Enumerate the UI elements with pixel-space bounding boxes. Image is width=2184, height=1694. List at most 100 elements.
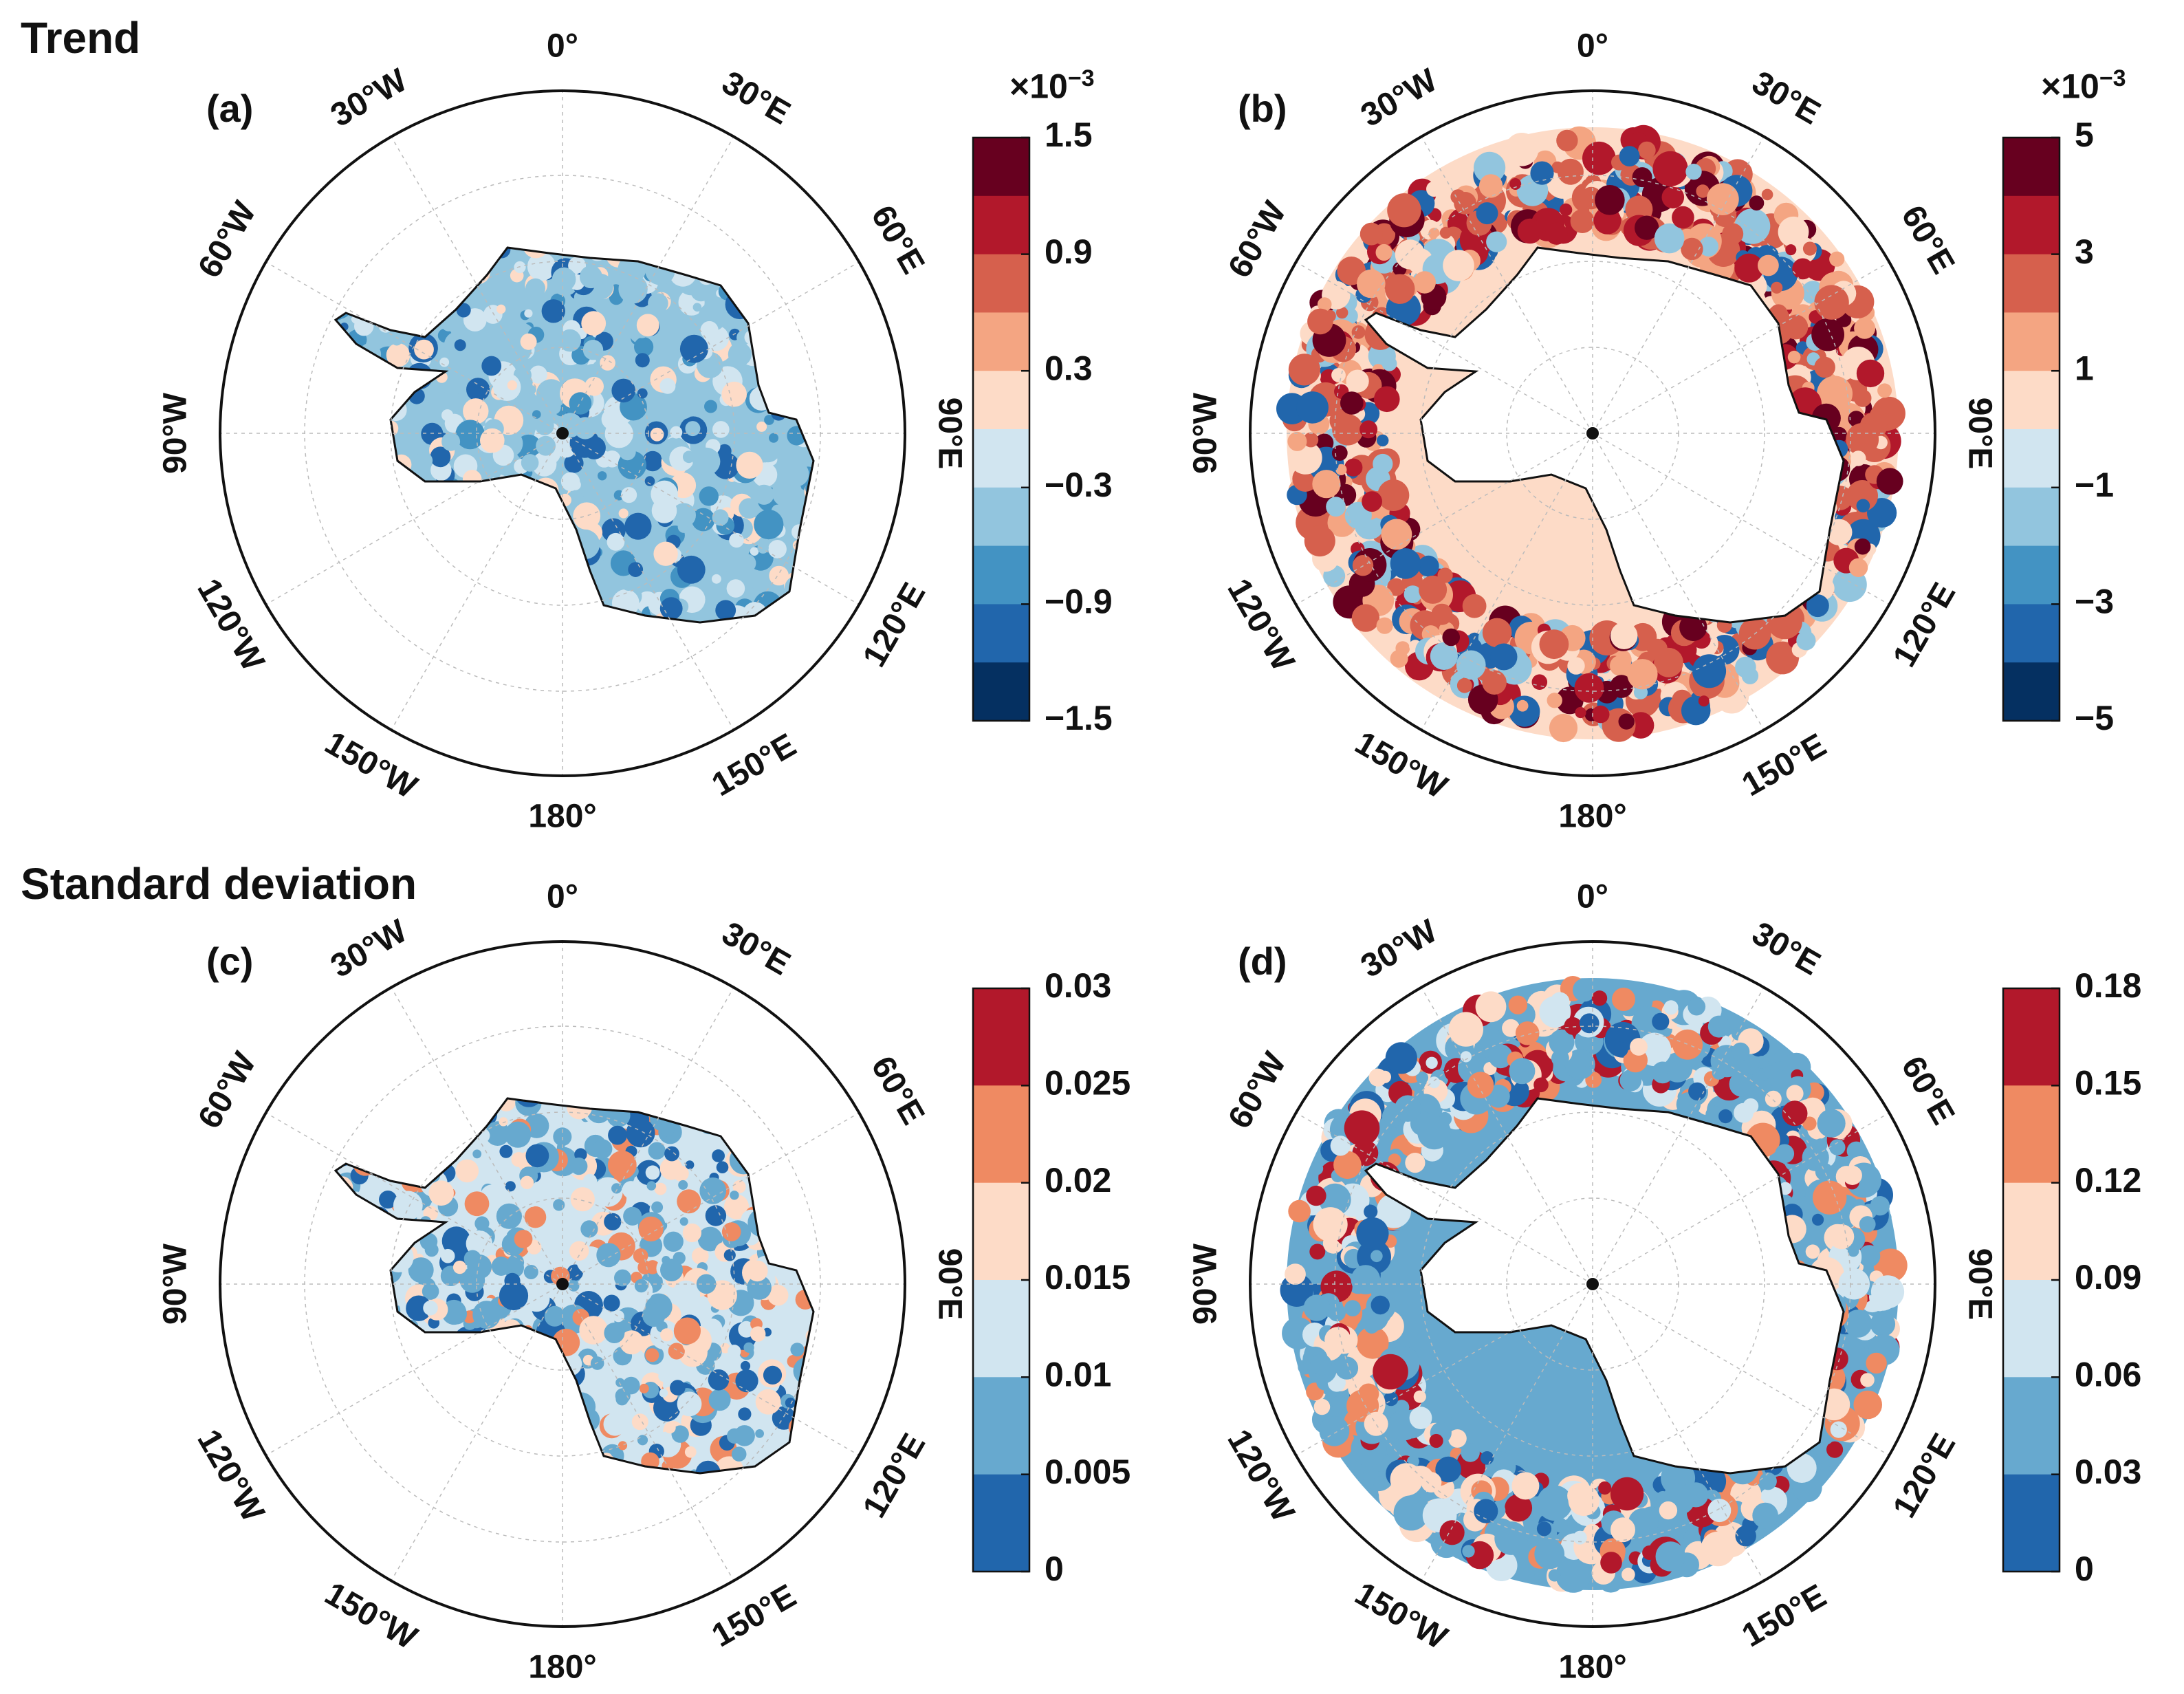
ice-sheet-cell: [744, 426, 762, 444]
ice-sheet-cell: [558, 329, 582, 352]
ice-sheet-cell: [336, 548, 353, 574]
ice-sheet-cell: [608, 1125, 627, 1145]
sea-ice-cell: [1814, 285, 1849, 320]
sea-ice-cell: [1581, 1054, 1594, 1067]
sea-ice-cell: [1533, 1077, 1549, 1093]
ice-sheet-cell: [788, 277, 813, 302]
ice-sheet-cell: [604, 1213, 622, 1230]
ice-sheet-cell: [403, 1098, 413, 1100]
ice-sheet-cell: [762, 1232, 779, 1250]
ice-sheet-cell: [645, 1348, 659, 1362]
ice-sheet-cell: [555, 530, 577, 552]
ice-sheet-cell: [491, 1414, 501, 1424]
ice-sheet-cell: [589, 604, 609, 622]
sea-ice-cell: [1430, 642, 1458, 671]
ice-sheet-cell: [336, 566, 340, 580]
ice-sheet-cell: [391, 1408, 415, 1432]
ice-sheet-cell: [494, 572, 510, 587]
ice-sheet-cell: [754, 510, 784, 540]
ice-sheet-cell: [723, 1194, 750, 1219]
colorbar-segment: [2003, 1085, 2060, 1184]
ice-sheet-cell: [441, 409, 454, 422]
ice-sheet-cell: [763, 1365, 783, 1384]
ice-sheet-cell: [389, 1098, 414, 1105]
sea-ice-cell: [1749, 195, 1765, 211]
ice-sheet-cell: [800, 405, 813, 433]
ice-sheet-cell: [345, 1356, 373, 1384]
ice-sheet-cell: [690, 279, 712, 302]
ice-sheet-cell: [397, 249, 424, 275]
colorbar-segment: [2003, 312, 2060, 371]
ice-sheet-cell: [464, 1191, 490, 1217]
sea-ice-cell: [1619, 1069, 1642, 1092]
sea-ice-cell: [1712, 1065, 1726, 1080]
ice-sheet-cell: [364, 1294, 377, 1308]
scale-base-a: ×10: [1009, 67, 1068, 106]
sea-ice-cell: [1312, 470, 1341, 499]
sea-ice-cell: [1324, 1327, 1351, 1354]
ice-sheet-cell: [353, 292, 375, 314]
sea-ice-cell: [1848, 558, 1868, 577]
ice-sheet-cell: [472, 1301, 501, 1329]
sea-ice-cell: [1502, 1019, 1520, 1037]
ice-sheet-cell: [631, 480, 657, 506]
ice-sheet-cell: [635, 353, 650, 368]
longitude-label: 30°E: [1746, 915, 1826, 982]
ice-sheet-cell: [418, 1098, 437, 1114]
ice-sheet-cell: [336, 524, 341, 542]
ice-sheet-cell: [785, 1398, 796, 1409]
ice-sheet-cell: [482, 579, 507, 604]
ice-sheet-cell: [735, 1369, 758, 1393]
colorbar-segment: [2003, 604, 2060, 663]
ice-sheet-cell: [395, 584, 422, 611]
ice-sheet-cell: [807, 433, 813, 447]
ice-sheet-cell: [574, 1419, 586, 1431]
ice-sheet-cell: [708, 1389, 731, 1411]
ice-sheet-cell: [353, 1239, 367, 1252]
ice-sheet-cell: [380, 1305, 399, 1324]
ice-sheet-cell: [571, 1470, 585, 1473]
ice-sheet-cell: [474, 1216, 490, 1231]
sea-ice-cell: [1390, 548, 1421, 579]
ice-sheet-cell: [620, 1330, 644, 1355]
ice-sheet-cell: [650, 248, 666, 250]
graticule-b: [1249, 89, 1936, 777]
longitude-label: 150°W: [319, 1575, 424, 1657]
ice-sheet-cell: [560, 612, 571, 622]
sea-ice-cell: [1806, 594, 1829, 618]
ice-sheet-cell: [373, 1116, 384, 1127]
sea-ice-cell: [1351, 604, 1380, 632]
ice-sheet-cell: [680, 1098, 703, 1110]
sea-ice-cell: [1624, 1492, 1639, 1507]
sea-ice-cell: [1628, 1508, 1659, 1539]
ice-sheet-cell: [590, 1356, 604, 1370]
sea-ice-cell: [1842, 1165, 1862, 1185]
sea-ice-cell: [1516, 699, 1529, 712]
ice-sheet-cell: [569, 1241, 589, 1261]
ice-sheet-cell: [525, 549, 544, 569]
ice-sheet-cell: [347, 466, 375, 495]
sea-ice-cell: [1785, 244, 1797, 256]
ice-sheet-cell: [547, 1385, 574, 1413]
ice-sheet-cell: [363, 1464, 375, 1473]
sea-ice-cell: [1313, 1207, 1348, 1242]
ice-sheet-cell: [403, 1146, 433, 1175]
ice-sheet-cell: [646, 248, 659, 250]
ice-sheet-cell: [415, 1138, 443, 1166]
sea-ice-cell: [1376, 617, 1393, 634]
ice-sheet-cell: [729, 1146, 758, 1175]
ice-sheet-cell: [375, 553, 401, 580]
longitude-label: 0°: [547, 28, 578, 65]
sea-ice-cell: [1854, 317, 1876, 339]
ice-sheet-cell: [386, 343, 411, 367]
sea-ice-cell: [1707, 1499, 1732, 1523]
colorbar-tick-label: −1.5: [1045, 699, 1113, 737]
sea-ice-cell: [1509, 1058, 1536, 1085]
sea-ice-cell: [1435, 1456, 1461, 1483]
sea-ice-cell: [1735, 656, 1756, 678]
sea-ice-cell: [1371, 1295, 1390, 1315]
sea-ice-cell: [1551, 161, 1564, 173]
ice-sheet-cell: [654, 347, 670, 363]
map-d: [1280, 976, 1908, 1593]
colorbar-segment: [2003, 662, 2060, 721]
